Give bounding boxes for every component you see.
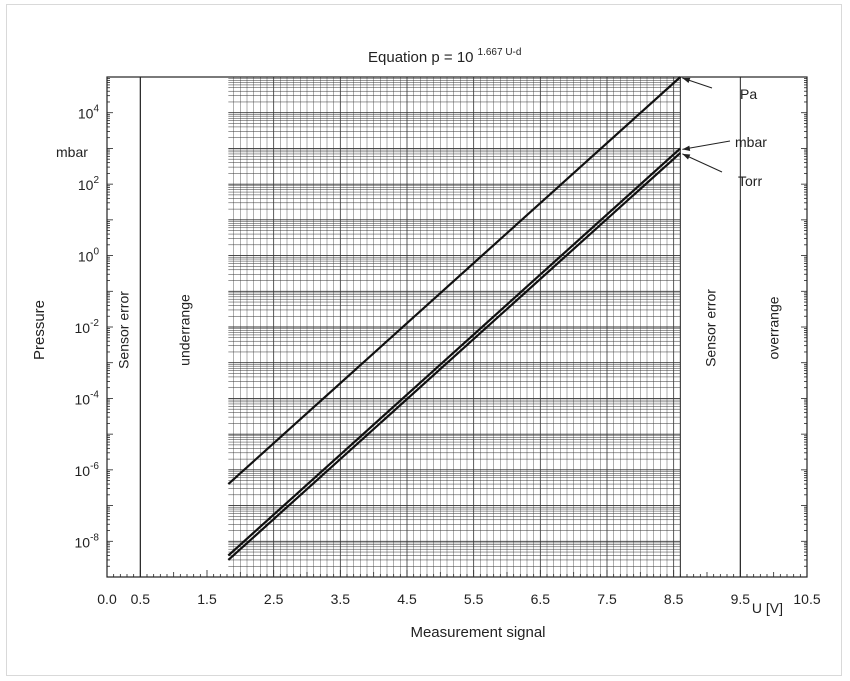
y-tick-base: 10 [78,106,94,122]
y-tick-base: 10 [75,463,91,479]
y-tick-base: 10 [78,177,94,193]
series-line [227,147,682,557]
y-tick-base: 10 [78,249,94,265]
series-label: mbar [735,134,767,150]
region-label: Sensor error [116,291,132,369]
y-tick-label: 10-2 [75,318,100,336]
x-tick-label: 3.5 [331,591,351,607]
x-tick-label: 5.5 [464,591,484,607]
x-axis-unit-label: U [V] [752,600,783,616]
chart-title-exponent: 1.667 U-d [478,47,522,58]
x-tick-label: 1.5 [197,591,217,607]
y-axis-unit-label: mbar [56,144,88,160]
chart-title: Equation p = 10 1.667 U-d [368,47,521,66]
x-tick-label: 0.0 [97,591,117,607]
callout-arrowhead [682,77,691,84]
figure-frame [6,4,842,676]
y-tick-base: 10 [75,391,91,407]
region-label: underrange [176,294,192,366]
ticks: 0.0 0.5 1.5 2.5 3.5 4.5 5.5 6.5 7.5 8.5 9.5 10.5104… [75,76,821,607]
y-tick-label: 100 [78,247,100,265]
y-tick-exponent: -2 [90,318,99,329]
y-tick-exponent: -6 [90,461,99,472]
series: Pa mbar Torr [227,76,767,561]
region-label: Sensor error [702,289,718,367]
y-tick-exponent: 0 [93,247,99,258]
x-axis-label: Measurement signal [410,624,545,641]
callout-arrowhead [682,145,691,152]
y-tick-exponent: 2 [93,175,99,186]
x-tick-label: 8.5 [664,591,684,607]
y-tick-label: 102 [78,175,100,193]
y-tick-exponent: -8 [90,532,99,543]
y-tick-label: 10-6 [75,461,100,479]
y-tick-label: 10-4 [75,389,100,407]
chart-title-text: Equation p = 10 [368,49,474,66]
series-line [227,152,682,561]
y-tick-base: 10 [75,534,91,550]
y-tick-label: 104 [78,104,100,122]
x-tick-label: 9.5 [731,591,751,607]
region-label: overrange [766,296,782,359]
series-label: Pa [740,86,757,102]
series-line [227,76,682,485]
callout-arrowhead [682,153,691,160]
y-tick-exponent: 4 [93,104,99,115]
x-tick-label: 7.5 [597,591,617,607]
series-label: Torr [738,173,762,189]
x-tick-label: 6.5 [531,591,551,607]
callout-line [682,140,731,150]
x-tick-label: 2.5 [264,591,284,607]
y-tick-exponent: -4 [90,389,99,400]
x-tick-label: 0.5 [131,591,151,607]
x-tick-label: 10.5 [793,591,820,607]
x-tick-label: 4.5 [397,591,417,607]
grid [228,77,681,578]
regions: Sensor error underrange Sensor error overra… [116,77,782,577]
y-tick-base: 10 [75,320,91,336]
y-axis-label: Pressure [31,300,48,360]
y-tick-label: 10-8 [75,532,100,550]
